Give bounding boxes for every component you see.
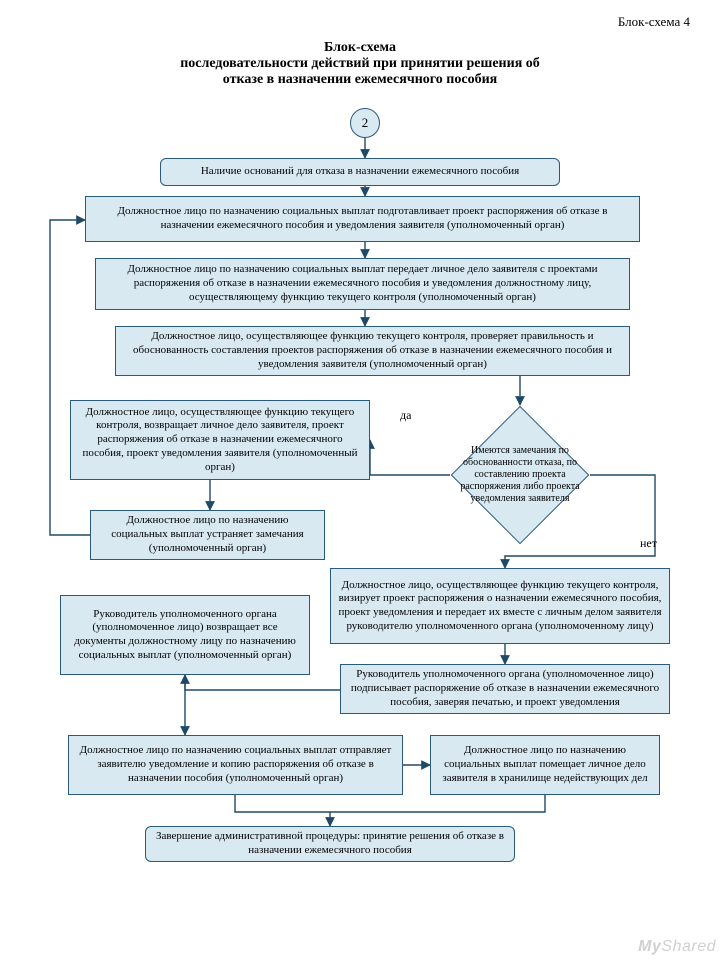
node-b7: Должностное лицо, осуществляющее функцию… (330, 568, 670, 644)
node-b10: Должностное лицо по назначению социальны… (68, 735, 403, 795)
node-b9: Руководитель уполномоченного органа (упо… (340, 664, 670, 714)
node-start: 2 (350, 108, 380, 138)
edge-b6-b2 (50, 220, 90, 535)
edge-b10-b12 (235, 795, 330, 826)
edge-b11-b12 (330, 795, 545, 812)
watermark-a: My (638, 938, 661, 955)
flowchart-stage: { "page": { "corner_label": "Блок-схема … (0, 0, 720, 960)
edge-label-no: нет (640, 536, 657, 551)
title-line-1: Блок-схема (324, 40, 396, 55)
title-line-3: отказе в назначении ежемесячного пособия (223, 72, 497, 87)
node-b1: Наличие оснований для отказа в назначени… (160, 158, 560, 186)
page-title: Блок-схема последовательности действий п… (60, 40, 660, 88)
watermark-b: Shared (661, 938, 716, 955)
edge-layer (0, 0, 720, 960)
watermark: MyShared (638, 938, 716, 956)
node-b11: Должностное лицо по назначению социальны… (430, 735, 660, 795)
edge-label-yes: да (400, 408, 411, 423)
corner-label: Блок-схема 4 (618, 14, 690, 30)
edge-d1-b5 (370, 440, 450, 475)
node-d1-text: Имеются замечания по обоснованности отка… (450, 405, 590, 545)
node-b4: Должностное лицо, осуществляющее функцию… (115, 326, 630, 376)
node-b3: Должностное лицо по назначению социальны… (95, 258, 630, 310)
node-b2: Должностное лицо по назначению социальны… (85, 196, 640, 242)
edge-b9-b8 (185, 675, 340, 690)
title-line-2: последовательности действий при принятии… (180, 56, 540, 71)
node-b5: Должностное лицо, осуществляющее функцию… (70, 400, 370, 480)
node-b8: Руководитель уполномоченного органа (упо… (60, 595, 310, 675)
node-d1: Имеются замечания по обоснованности отка… (450, 405, 590, 545)
node-b12: Завершение административной процедуры: п… (145, 826, 515, 862)
node-b6: Должностное лицо по назначению социальны… (90, 510, 325, 560)
